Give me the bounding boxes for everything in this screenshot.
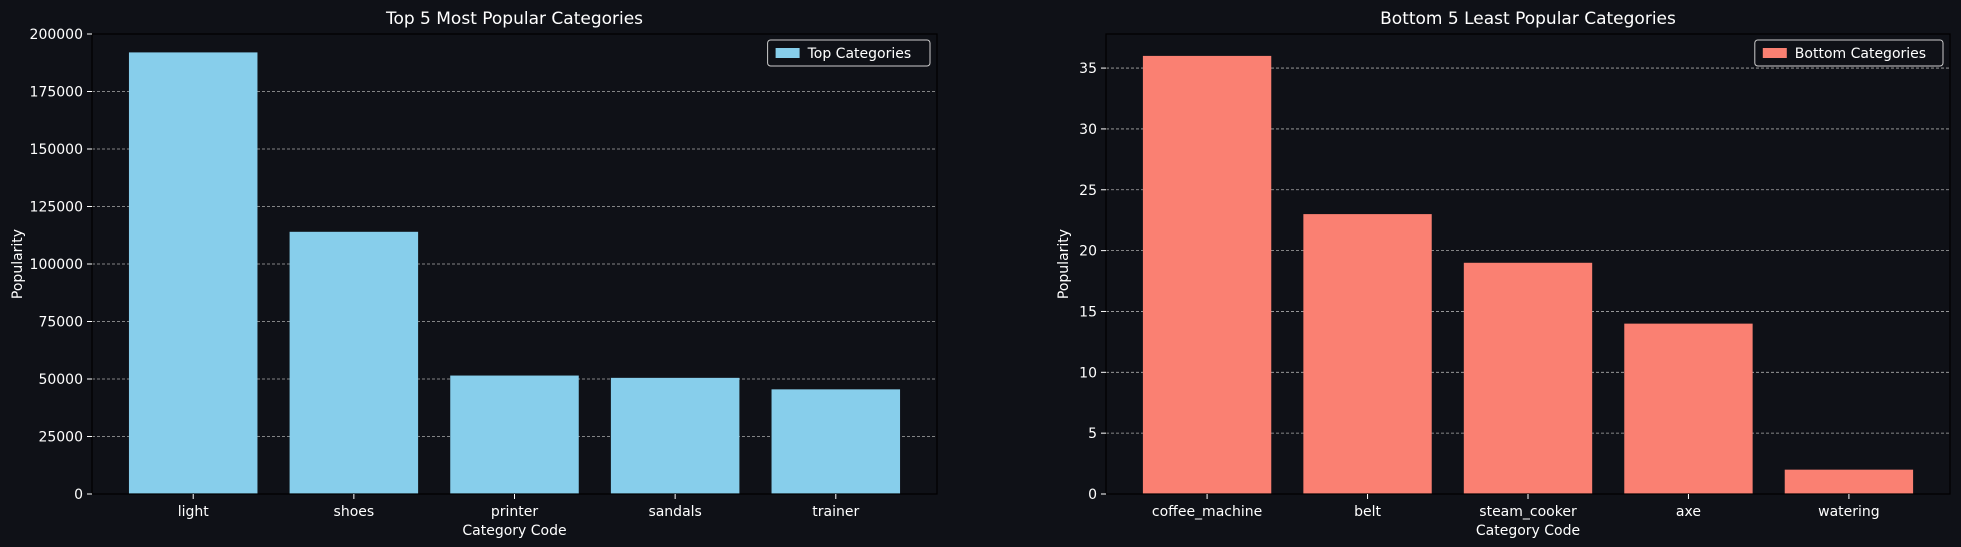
chart-panel-1: 0 25000 50000 75000 100000 125000 150000 175000… [10, 9, 938, 539]
bar-sandals [610, 377, 740, 494]
y-tick-label: 150000 [30, 142, 83, 158]
x-axis-label: Category Code [462, 523, 566, 539]
y-tick-label: 200000 [30, 27, 83, 43]
bar-printer [450, 375, 579, 494]
x-tick-label: sandals [648, 504, 701, 520]
y-tick-label: 30 [1079, 122, 1097, 138]
y-tick-label: 35 [1079, 61, 1097, 77]
y-tick-label: 0 [74, 487, 83, 503]
chart-title: Bottom 5 Least Popular Categories [1380, 9, 1676, 29]
legend: Bottom Categories [1754, 39, 1944, 67]
bar-shoes [289, 231, 419, 495]
bar-trainer [771, 389, 901, 494]
y-axis-label: Popularity [1056, 229, 1072, 299]
bar-axe [1624, 323, 1753, 494]
x-tick-label: belt [1354, 504, 1381, 520]
legend-box [767, 39, 931, 67]
y-tick-label: 5 [1088, 426, 1097, 442]
x-tick-label: axe [1676, 504, 1701, 520]
y-tick-label: 50000 [38, 372, 83, 388]
y-tick-label: 175000 [30, 85, 83, 101]
bar-coffee_machine [1142, 55, 1272, 495]
y-tick-label: 75000 [38, 315, 83, 331]
x-tick-label: trainer [812, 504, 859, 520]
legend-swatch [1762, 48, 1787, 58]
y-tick-label: 15 [1079, 304, 1097, 320]
y-tick-label: 25 [1079, 183, 1097, 199]
legend: Top Categories [767, 39, 931, 67]
y-tick-label: 25000 [38, 430, 83, 446]
y-tick-label: 20 [1079, 244, 1097, 260]
x-tick-label: steam_cooker [1479, 504, 1577, 520]
legend-label: Bottom Categories [1795, 46, 1926, 62]
chart-title: Top 5 Most Popular Categories [385, 9, 643, 29]
y-tick-label: 100000 [30, 257, 83, 273]
legend-swatch [775, 48, 800, 58]
y-tick-label: 10 [1079, 365, 1097, 381]
bar-light [128, 52, 258, 495]
x-tick-label: coffee_machine [1152, 504, 1262, 520]
x-axis-label: Category Code [1476, 523, 1580, 539]
x-tick-label: watering [1818, 504, 1880, 520]
bar-watering [1784, 469, 1914, 494]
legend-box [1754, 39, 1944, 67]
x-tick-label: light [178, 504, 210, 520]
x-tick-label: printer [491, 504, 539, 520]
bar-steam_cooker [1463, 262, 1593, 494]
chart-panel-2: 0 5 10 15 20 25 30 35 coffee_machine belt steam_co… [1056, 9, 1951, 539]
x-tick-label: shoes [334, 504, 375, 520]
y-tick-label: 0 [1088, 487, 1097, 503]
bar-belt [1303, 214, 1432, 494]
y-axis-label: Popularity [10, 229, 26, 299]
legend-label: Top Categories [807, 46, 912, 62]
y-tick-label: 125000 [30, 200, 83, 216]
